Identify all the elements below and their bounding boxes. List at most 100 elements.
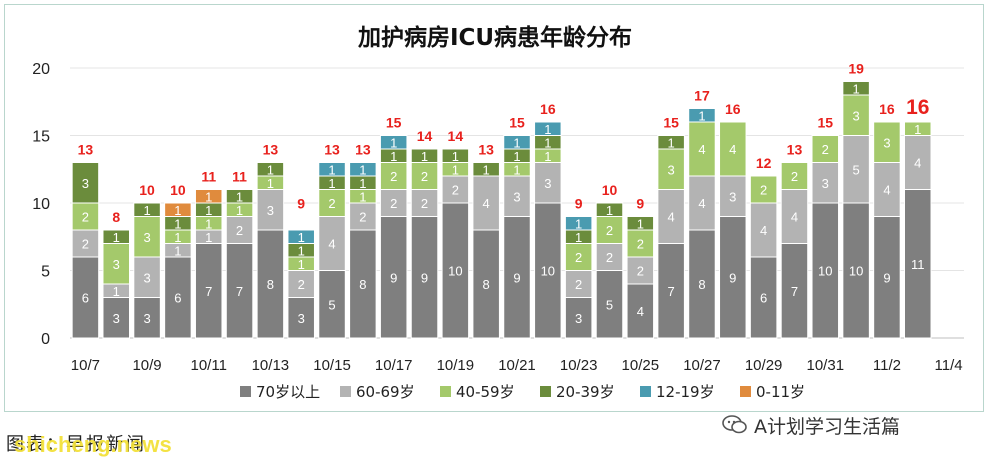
segment-value-label: 4 bbox=[914, 156, 921, 171]
segment-value-label: 3 bbox=[668, 162, 675, 177]
legend-label: 12-19岁 bbox=[656, 383, 715, 401]
bar-segment bbox=[256, 162, 285, 177]
segment-value-label: 1 bbox=[606, 203, 613, 218]
segment-value-label: 6 bbox=[174, 291, 181, 306]
bar-segment bbox=[749, 175, 778, 204]
bar-segment bbox=[780, 243, 809, 339]
x-tick-label: 10/29 bbox=[745, 357, 783, 374]
segment-value-label: 4 bbox=[729, 142, 736, 157]
segment-value-label: 1 bbox=[205, 189, 212, 204]
bar-segment bbox=[441, 175, 470, 204]
segment-value-label: 1 bbox=[298, 257, 305, 272]
segment-value-label: 4 bbox=[791, 210, 798, 225]
segment-value-label: 2 bbox=[328, 196, 335, 211]
bar-total-label: 17 bbox=[694, 88, 710, 104]
segment-value-label: 1 bbox=[236, 203, 243, 218]
bar-segment bbox=[657, 135, 685, 150]
legend-item: 70岁以上 bbox=[240, 383, 320, 401]
segment-value-label: 1 bbox=[544, 122, 551, 137]
bar-segment bbox=[564, 270, 593, 298]
segment-value-label: 8 bbox=[359, 277, 366, 292]
x-tick-label: 11/2 bbox=[873, 357, 901, 374]
segment-value-label: 8 bbox=[267, 277, 274, 292]
bar-total-label: 16 bbox=[879, 101, 895, 117]
bar-segment bbox=[811, 202, 840, 339]
x-tick-label: 10/27 bbox=[683, 357, 721, 374]
segment-value-label: 1 bbox=[113, 230, 120, 245]
bar-total-label: 13 bbox=[787, 142, 803, 158]
bar-segment bbox=[410, 189, 439, 217]
segment-value-label: 1 bbox=[359, 162, 366, 177]
bar-segment bbox=[379, 216, 408, 339]
segment-value-label: 3 bbox=[822, 176, 829, 191]
y-tick-label: 20 bbox=[32, 61, 50, 78]
segment-value-label: 1 bbox=[328, 176, 335, 191]
legend-item: 20-39岁 bbox=[540, 383, 615, 401]
segment-value-label: 3 bbox=[113, 257, 120, 272]
bar-segment bbox=[349, 229, 377, 339]
segment-value-label: 3 bbox=[143, 270, 150, 285]
bar-total-label: 16 bbox=[725, 101, 741, 117]
x-tick-label: 10/9 bbox=[132, 357, 161, 374]
segment-value-label: 10 bbox=[849, 264, 863, 279]
segment-value-label: 4 bbox=[328, 237, 335, 252]
segment-value-label: 10 bbox=[818, 264, 832, 279]
segment-value-label: 3 bbox=[267, 203, 274, 218]
legend-label: 70岁以上 bbox=[256, 383, 320, 401]
bar-segment bbox=[503, 216, 531, 339]
segment-value-label: 4 bbox=[698, 196, 705, 211]
segment-value-label: 2 bbox=[606, 250, 613, 265]
segment-value-label: 2 bbox=[575, 277, 582, 292]
bar-segment bbox=[441, 202, 470, 339]
segment-value-label: 4 bbox=[698, 142, 705, 157]
segment-value-label: 1 bbox=[390, 135, 397, 150]
bar-segment bbox=[595, 202, 624, 217]
bar-total-label: 16 bbox=[540, 101, 556, 117]
segment-value-label: 1 bbox=[359, 176, 366, 191]
segment-value-label: 3 bbox=[544, 176, 551, 191]
bar-segment bbox=[133, 256, 161, 298]
bar-segment bbox=[410, 148, 439, 163]
watermark-text: shicheng.news bbox=[14, 432, 172, 457]
segment-value-label: 7 bbox=[236, 284, 243, 299]
bar-segment bbox=[534, 202, 562, 339]
segment-value-label: 1 bbox=[267, 162, 274, 177]
legend-swatch bbox=[340, 386, 351, 397]
segment-value-label: 3 bbox=[513, 189, 520, 204]
bar-total-label: 13 bbox=[355, 142, 371, 158]
segment-value-label: 9 bbox=[390, 270, 397, 285]
bar-total-label: 10 bbox=[139, 182, 155, 198]
bar-total-label: 9 bbox=[297, 196, 305, 212]
segment-value-label: 4 bbox=[668, 210, 675, 225]
segment-value-label: 2 bbox=[791, 169, 798, 184]
legend-label: 20-39岁 bbox=[556, 383, 615, 401]
segment-value-label: 3 bbox=[883, 135, 890, 150]
segment-value-label: 7 bbox=[791, 284, 798, 299]
segment-value-label: 1 bbox=[452, 149, 459, 164]
segment-value-label: 1 bbox=[698, 108, 705, 123]
segment-value-label: 2 bbox=[760, 183, 767, 198]
segment-value-label: 1 bbox=[637, 216, 644, 231]
bar-segment bbox=[349, 202, 377, 231]
segment-value-label: 4 bbox=[637, 304, 644, 319]
bar-segment bbox=[164, 202, 192, 217]
segment-value-label: 6 bbox=[82, 291, 89, 306]
bar-total-label: 14 bbox=[417, 128, 433, 144]
bar-segment bbox=[410, 216, 439, 339]
x-tick-label: 10/23 bbox=[560, 357, 598, 374]
brand-name: A计划学习生活篇 bbox=[754, 415, 900, 438]
bar-segment bbox=[287, 270, 315, 298]
segment-value-label: 2 bbox=[82, 210, 89, 225]
bar-segment bbox=[379, 189, 408, 217]
segment-value-label: 2 bbox=[421, 196, 428, 211]
chart-frame bbox=[4, 4, 984, 412]
segment-value-label: 3 bbox=[113, 311, 120, 326]
bar-segment bbox=[626, 229, 655, 258]
bar-total-label: 9 bbox=[575, 196, 583, 212]
segment-value-label: 2 bbox=[637, 237, 644, 252]
segment-value-label: 3 bbox=[143, 230, 150, 245]
legend-label: 40-59岁 bbox=[456, 383, 515, 401]
bar-segment bbox=[441, 148, 470, 163]
bar-total-label: 13 bbox=[324, 142, 340, 158]
bar-segment bbox=[842, 135, 870, 204]
